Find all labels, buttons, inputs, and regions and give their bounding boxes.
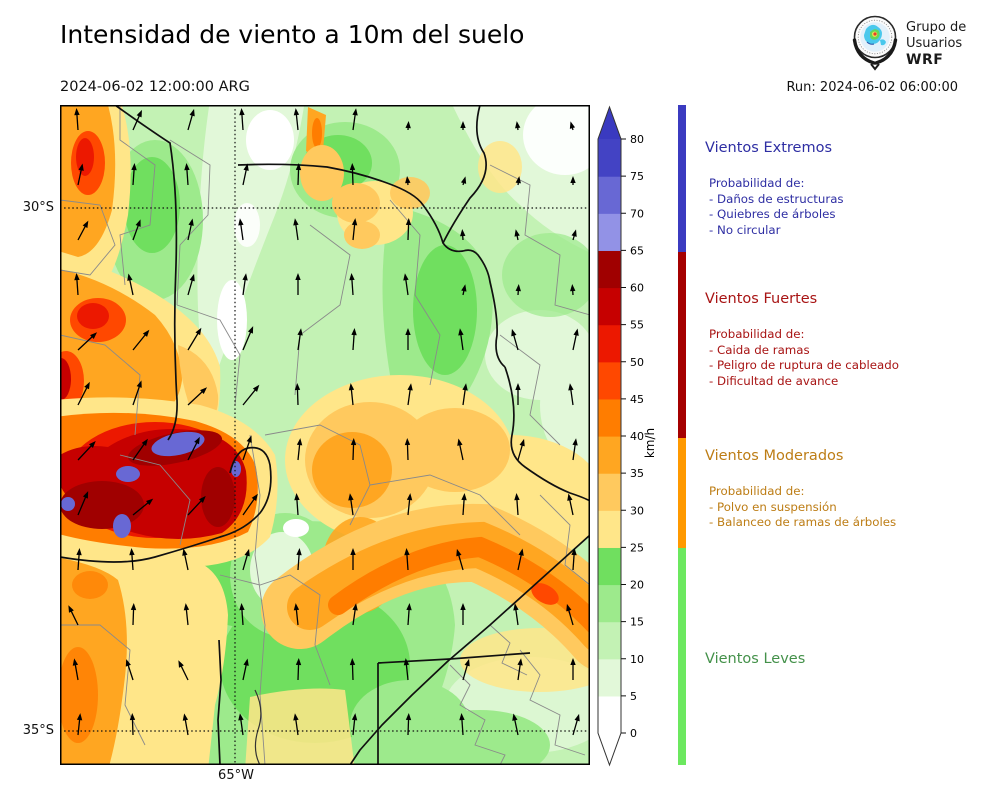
- logo-line1: Grupo de: [906, 20, 967, 35]
- legend-category-items: Probabilidad de: - Daños de estructuras - …: [709, 176, 844, 238]
- colorbar-tick-20: 20: [630, 579, 644, 592]
- logo-line2: Usuarios: [906, 36, 963, 51]
- colorbar-tick-30: 30: [630, 504, 644, 517]
- colorbar-tick-15: 15: [630, 616, 644, 629]
- category-bar-2: [678, 438, 686, 548]
- legend-category-items: Probabilidad de: - Caida de ramas - Peligr…: [709, 327, 899, 389]
- category-bar-0: [678, 105, 686, 252]
- colorbar-tick-0: 0: [630, 727, 637, 740]
- legend-category-title: Vientos Moderados: [705, 448, 844, 464]
- colorbar-tick-80: 80: [630, 133, 644, 146]
- lat-label-35s: 35°S: [22, 723, 54, 738]
- legend-item: - Peligro de ruptura de cableado: [709, 358, 899, 372]
- legend-item: Probabilidad de:: [709, 176, 805, 190]
- province-boundaries: [60, 105, 590, 765]
- lon-label-65w: 65°W: [218, 768, 254, 783]
- page-title: Intensidad de viento a 10m del suelo: [60, 20, 525, 49]
- legend-item: - Balanceo de ramas de árboles: [709, 515, 897, 529]
- legend-category-title: Vientos Extremos: [705, 140, 833, 156]
- colorbar-tick-70: 70: [630, 207, 644, 220]
- legend-item: Probabilidad de:: [709, 484, 805, 498]
- globe-seal-icon: [852, 15, 898, 71]
- colorbar-tick-5: 5: [630, 690, 637, 703]
- logo-text: Grupo de Usuarios WRF: [906, 20, 966, 68]
- graticule: [60, 105, 590, 765]
- map-frame: [60, 105, 590, 765]
- colorbar-canvas: 0 5 10 15 20 25 30 35 40 45 50 55 60 65 70 75 80 km/h: [597, 105, 657, 767]
- legend-category-title: Vientos Fuertes: [705, 291, 818, 307]
- legend-item: - Polvo en suspensión: [709, 499, 837, 514]
- category-bar-1: [678, 252, 686, 438]
- colorbar-tick-25: 25: [630, 541, 644, 554]
- legend-item: - Dificultad de avance: [709, 373, 839, 388]
- legend-item: - No circular: [709, 222, 781, 237]
- wrf-users-group-logo: [848, 12, 998, 72]
- colorbar-tick-10: 10: [630, 653, 644, 666]
- colorbar-tick-35: 35: [630, 467, 644, 480]
- colorbar-tick-55: 55: [630, 319, 644, 332]
- valid-time-label: 2024-06-02 12:00:00 ARG: [60, 79, 250, 95]
- legend-category-items: Probabilidad de: - Polvo en suspensión - B…: [709, 484, 896, 531]
- legend-item: - Caida de ramas: [709, 342, 810, 357]
- colorbar-tick-75: 75: [630, 170, 644, 183]
- legend-item: - Daños de estructuras: [709, 191, 844, 206]
- colorbar-tick-65: 65: [630, 244, 644, 257]
- lat-label-30s: 30°S: [22, 200, 54, 215]
- department-boundaries: [60, 105, 590, 765]
- colorbar-tick-40: 40: [630, 430, 644, 443]
- colorbar-tick-60: 60: [630, 282, 644, 295]
- legend-category-title: Vientos Leves: [705, 651, 806, 667]
- colorbar: 0 5 10 15 20 25 30 35 40 45 50 55 60 65 70 75 80 km/h: [596, 103, 686, 778]
- legend-item: Probabilidad de:: [709, 327, 805, 341]
- colorbar-tick-50: 50: [630, 356, 644, 369]
- wind-map-canvas: [60, 105, 590, 765]
- logo-line3: WRF: [906, 52, 944, 68]
- colorbar-tick-45: 45: [630, 393, 644, 406]
- wind-map: [60, 105, 590, 765]
- wind-arrows: [68, 108, 580, 736]
- model-run-label: Run: 2024-06-02 06:00:00: [786, 80, 958, 95]
- category-bar-3: [678, 548, 686, 765]
- legend-item: - Quiebres de árboles: [709, 207, 836, 221]
- wind-field-layer: [60, 105, 590, 765]
- colorbar-unit-label: km/h: [643, 428, 657, 458]
